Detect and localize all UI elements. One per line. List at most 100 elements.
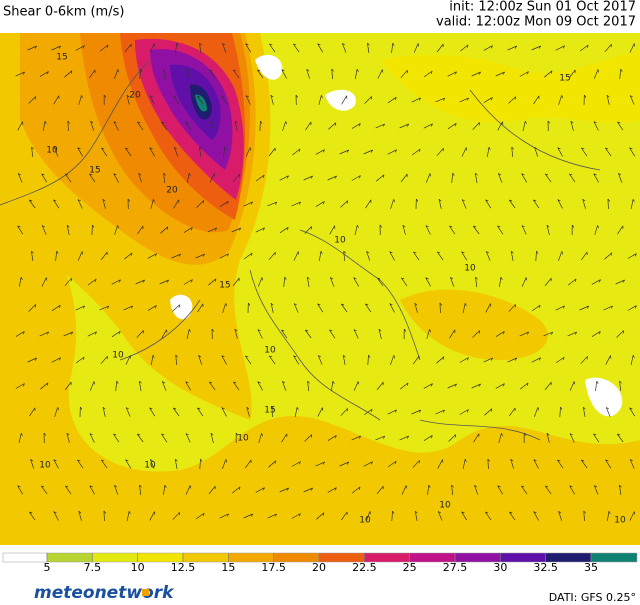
- wind-arrow: [546, 224, 550, 235]
- wind-arrow: [606, 510, 611, 521]
- wind-arrow: [209, 69, 216, 79]
- wind-arrow: [199, 42, 202, 54]
- wind-arrow: [127, 198, 131, 210]
- wind-arrow: [569, 485, 576, 495]
- wind-arrow: [267, 201, 278, 207]
- wind-arrow: [363, 149, 373, 155]
- wind-arrow: [379, 224, 383, 236]
- wind-arrow: [304, 226, 312, 234]
- wind-arrow: [245, 95, 251, 105]
- wind-arrow: [343, 250, 346, 262]
- wind-arrow: [257, 69, 264, 79]
- wind-arrow: [54, 407, 59, 417]
- contour-label: 10: [46, 146, 58, 156]
- wind-arrow: [605, 407, 611, 417]
- wind-arrow: [208, 381, 216, 391]
- contour-label: 10: [39, 461, 51, 471]
- wind-arrow: [198, 355, 203, 365]
- wind-arrow: [439, 302, 443, 314]
- wind-arrow: [51, 45, 61, 51]
- wind-arrow: [113, 121, 119, 131]
- wind-arrow: [173, 199, 180, 209]
- wind-arrow: [282, 121, 287, 131]
- wind-arrow: [327, 175, 337, 181]
- wind-arrow: [544, 381, 552, 391]
- wind-arrow: [114, 225, 119, 235]
- wind-arrow: [411, 97, 422, 103]
- wind-arrow: [487, 458, 490, 470]
- wind-arrow: [423, 383, 433, 389]
- wind-arrow: [459, 97, 470, 103]
- wind-arrow: [53, 199, 60, 209]
- wind-arrow: [447, 122, 457, 130]
- wind-arrow: [149, 511, 156, 521]
- wind-arrow: [495, 383, 505, 389]
- wind-arrow: [29, 511, 36, 521]
- wind-arrow: [77, 459, 84, 469]
- wind-arrow: [351, 175, 361, 181]
- wind-arrow: [543, 331, 554, 337]
- contour-label: 15: [559, 74, 570, 84]
- wind-arrow: [174, 458, 178, 469]
- wind-arrow: [270, 94, 274, 105]
- wind-arrow: [427, 484, 431, 496]
- wind-arrow: [149, 147, 156, 157]
- wind-arrow: [342, 354, 346, 365]
- wind-arrow: [462, 302, 467, 313]
- wind-arrow: [411, 409, 422, 415]
- wind-arrow: [185, 485, 192, 495]
- wind-arrow: [27, 357, 37, 363]
- wind-arrow: [79, 406, 83, 418]
- wind-arrow: [160, 121, 168, 131]
- wind-arrow: [580, 459, 588, 469]
- wind-arrow: [331, 380, 335, 391]
- brand: meteonetwork: [34, 583, 175, 603]
- wind-arrow: [303, 175, 313, 181]
- wind-arrow: [18, 432, 23, 443]
- wind-arrow: [569, 433, 575, 443]
- wind-arrow: [618, 173, 623, 183]
- wind-arrow: [114, 485, 119, 495]
- wind-arrow: [521, 485, 528, 495]
- wind-arrow: [507, 45, 517, 51]
- wind-arrow: [147, 305, 157, 311]
- wind-arrow: [401, 277, 408, 287]
- wind-arrow: [219, 513, 229, 519]
- wind-arrow: [412, 355, 420, 365]
- wind-arrow: [415, 198, 419, 210]
- wind-arrow: [281, 329, 288, 339]
- map: 15 20 15 20 15 10 10 10 10 10 15 10 10 10 10 10 10 15: [0, 33, 640, 545]
- wind-arrow: [605, 355, 612, 365]
- wind-arrow: [269, 43, 276, 53]
- wind-arrow: [595, 380, 599, 392]
- wind-arrow: [255, 174, 265, 182]
- wind-arrow: [447, 383, 457, 389]
- wind-arrow: [293, 251, 300, 261]
- wind-field: [15, 42, 637, 522]
- wind-arrow: [400, 173, 408, 183]
- wind-arrow: [483, 45, 493, 51]
- wind-arrow: [222, 459, 228, 469]
- wind-arrow: [425, 173, 432, 183]
- wind-arrow: [474, 485, 479, 495]
- wind-arrow: [100, 251, 108, 261]
- wind-arrow: [283, 276, 287, 288]
- wind-arrow: [271, 406, 275, 418]
- wind-arrow: [451, 484, 454, 496]
- wind-arrow: [341, 95, 348, 105]
- wind-arrow: [67, 120, 70, 132]
- wind-arrow: [53, 95, 60, 105]
- wind-arrow: [399, 435, 410, 441]
- contour-label: 10: [144, 461, 156, 471]
- wind-arrow: [497, 121, 504, 131]
- contour-label: 15: [56, 53, 67, 63]
- wind-arrow: [17, 485, 24, 495]
- wind-arrow: [461, 147, 468, 157]
- wind-arrow: [389, 251, 395, 261]
- wind-arrow: [28, 199, 36, 209]
- tick-label: 17.5: [261, 561, 286, 574]
- wind-arrow: [411, 148, 421, 156]
- wind-arrow: [327, 487, 337, 493]
- wind-arrow: [99, 305, 110, 311]
- low-shear-spot: [325, 89, 356, 111]
